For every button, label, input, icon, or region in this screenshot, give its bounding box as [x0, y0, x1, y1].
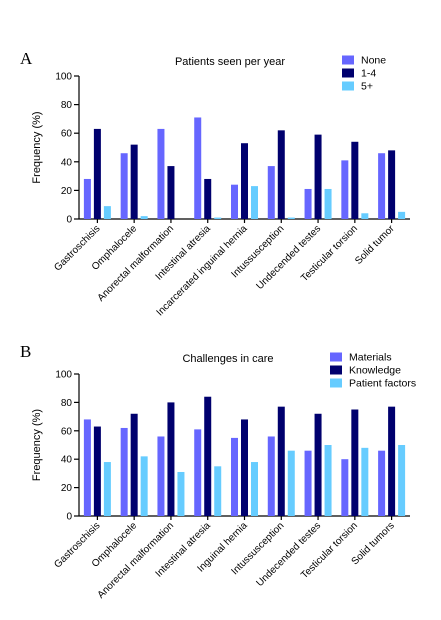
bar-patient-factors — [324, 445, 332, 516]
bar-knowledge — [204, 396, 212, 516]
bar-knowledge — [130, 413, 138, 516]
chart-panel-b: B Challenges in care 0 20 40 60 80 100 Frequency… — [20, 342, 416, 601]
bar-none — [341, 160, 349, 219]
bar-1-4 — [204, 178, 212, 219]
bar-5- — [251, 186, 258, 219]
bar-none — [120, 153, 128, 219]
legend-swatch — [342, 55, 354, 65]
legend-swatch — [330, 378, 342, 388]
bar-none — [194, 117, 202, 219]
bar-none — [231, 184, 238, 219]
panel-label: B — [20, 342, 31, 361]
bar-none — [267, 166, 275, 219]
bar-none — [378, 153, 386, 219]
bar-1-4 — [388, 150, 396, 219]
bar-materials — [341, 459, 349, 516]
y-axis-label: Frequency (%) — [31, 111, 43, 183]
bar-patient-factors — [177, 471, 185, 516]
bar-5- — [324, 188, 332, 219]
bar-patient-factors — [398, 445, 406, 516]
bar-1-4 — [241, 143, 248, 219]
bar-patient-factors — [103, 462, 111, 516]
bar-none — [157, 128, 165, 219]
legend-label: 1-4 — [361, 68, 376, 80]
legend-swatch — [342, 81, 354, 91]
legend-label: Knowledge — [349, 365, 401, 377]
y-tick-label: 40 — [61, 455, 73, 466]
bar-5- — [103, 206, 111, 219]
bar-materials — [120, 427, 128, 516]
y-tick-label: 40 — [61, 157, 73, 168]
bar-knowledge — [241, 419, 248, 516]
bar-materials — [267, 436, 275, 516]
legend-label: Materials — [349, 352, 392, 364]
bar-patient-factors — [287, 450, 295, 516]
bar-none — [304, 188, 312, 219]
bar-patient-factors — [361, 447, 369, 516]
bar-1-4 — [351, 141, 359, 219]
y-tick-label: 100 — [55, 72, 72, 83]
bar-5- — [398, 211, 406, 219]
bar-knowledge — [314, 413, 322, 516]
bar-knowledge — [351, 409, 359, 516]
bar-knowledge — [167, 402, 175, 516]
y-tick-label: 80 — [61, 100, 73, 111]
bar-materials — [157, 436, 165, 516]
bar-knowledge — [277, 406, 285, 516]
bar-5- — [361, 213, 369, 219]
bar-5- — [214, 217, 222, 219]
bar-1-4 — [93, 128, 101, 219]
bar-patient-factors — [251, 462, 258, 516]
bar-materials — [231, 437, 238, 516]
bar-1-4 — [130, 144, 138, 219]
bar-patient-factors — [140, 456, 148, 516]
panel-label: A — [20, 49, 33, 68]
legend-label: Patient factors — [349, 378, 416, 390]
bar-1-4 — [277, 130, 285, 219]
y-tick-label: 20 — [61, 186, 73, 197]
y-tick-label: 80 — [61, 398, 73, 409]
legend-swatch — [342, 68, 354, 78]
y-tick-label: 0 — [66, 512, 72, 523]
category-label: Undecended testes — [254, 520, 323, 589]
bar-patient-factors — [214, 466, 222, 516]
chart-panel-a: A Patients seen per year 0 20 40 60 80 100 Frequ… — [20, 49, 410, 318]
bar-5- — [287, 217, 295, 219]
legend-swatch — [330, 352, 342, 362]
y-tick-label: 100 — [55, 370, 72, 381]
bar-none — [83, 178, 91, 219]
chart-title: Patients seen per year — [175, 56, 285, 68]
bar-1-4 — [314, 134, 322, 219]
y-tick-label: 20 — [61, 483, 73, 494]
bar-1-4 — [167, 166, 175, 219]
category-label: Undecended testes — [254, 223, 323, 292]
bar-5- — [140, 216, 148, 219]
y-tick-label: 0 — [66, 215, 72, 226]
legend-label: None — [361, 55, 386, 67]
y-tick-label: 60 — [61, 129, 73, 140]
y-axis-label: Frequency (%) — [31, 409, 43, 481]
bar-knowledge — [388, 406, 396, 516]
category-label: Solid tumor — [353, 223, 397, 267]
bar-materials — [304, 450, 312, 516]
bar-materials — [194, 429, 202, 516]
y-tick-label: 60 — [61, 426, 73, 437]
bar-knowledge — [93, 426, 101, 516]
bar-materials — [83, 419, 91, 516]
legend-label: 5+ — [361, 81, 373, 93]
chart-title: Challenges in care — [182, 353, 273, 365]
legend-swatch — [330, 365, 342, 375]
bar-materials — [378, 450, 386, 516]
